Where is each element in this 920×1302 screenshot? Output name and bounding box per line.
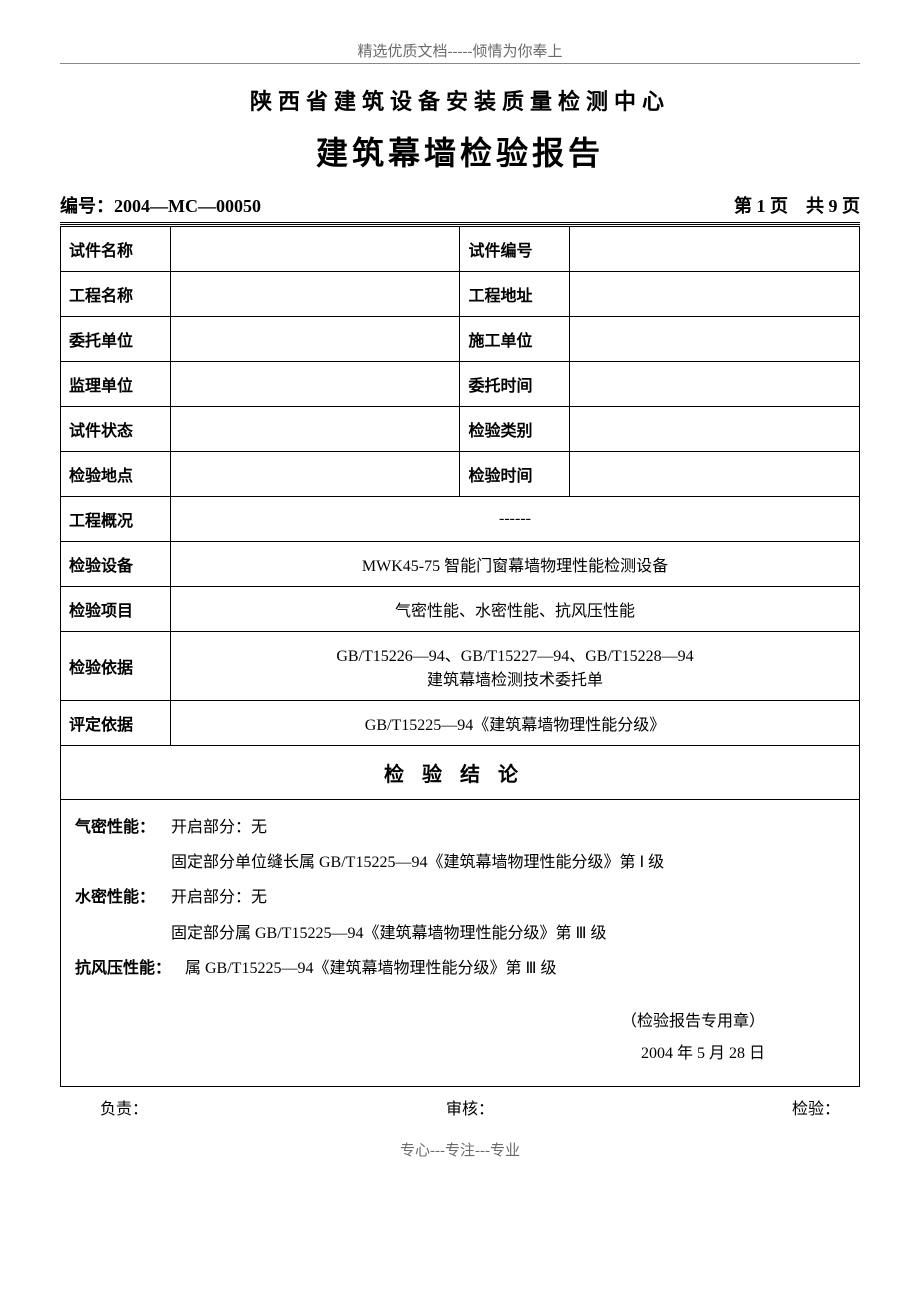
value-project-addr [570, 272, 860, 317]
page-info: 第 1 页 共 9 页 [734, 192, 860, 218]
stamp-area: （检验报告专用章） 2004 年 5 月 28 日 [75, 1006, 845, 1070]
watermark-header: 精选优质文档-----倾情为你奉上 [60, 40, 860, 61]
serial-number: 编号：2004—MC—00050 [60, 192, 261, 218]
wind-line1: 属 GB/T15225—94《建筑幕墙物理性能分级》第 Ⅲ 级 [185, 951, 556, 986]
table-row: 检验地点 检验时间 [61, 452, 860, 497]
label-eval-basis: 评定依据 [61, 701, 171, 746]
conclusion-air-row1: 气密性能： 开启部分：无 [75, 810, 845, 845]
air-line1: 开启部分：无 [171, 810, 267, 845]
stamp-text: （检验报告专用章） [75, 1006, 765, 1038]
report-title: 建筑幕墙检验报告 [60, 128, 860, 174]
value-test-basis: GB/T15226—94、GB/T15227—94、GB/T15228—94 建… [171, 632, 860, 701]
conclusion-title: 检验结论 [61, 746, 859, 799]
label-project-overview: 工程概况 [61, 497, 171, 542]
value-commission-time [570, 362, 860, 407]
value-specimen-no [570, 227, 860, 272]
table-row: 工程名称 工程地址 [61, 272, 860, 317]
report-date: 2004 年 5 月 28 日 [75, 1038, 765, 1070]
label-test-time: 检验时间 [460, 452, 570, 497]
table-row: 检验项目 气密性能、水密性能、抗风压性能 [61, 587, 860, 632]
header-divider [60, 63, 860, 64]
sig-responsible: 负责： [100, 1095, 148, 1119]
table-row: 试件名称 试件编号 [61, 227, 860, 272]
table-row: 试件状态 检验类别 [61, 407, 860, 452]
report-table: 试件名称 试件编号 工程名称 工程地址 委托单位 施工单位 监理单位 委托时间 … [60, 226, 860, 1087]
report-meta: 编号：2004—MC—00050 第 1 页 共 9 页 [60, 192, 860, 218]
sig-review: 审核： [446, 1095, 494, 1119]
table-row: 工程概况 ------ [61, 497, 860, 542]
label-commission-time: 委托时间 [460, 362, 570, 407]
table-row: 检验设备 MWK45-75 智能门窗幕墙物理性能检测设备 [61, 542, 860, 587]
footer-watermark: 专心---专注---专业 [60, 1139, 860, 1160]
value-test-location [171, 452, 460, 497]
table-row: 检验依据 GB/T15226—94、GB/T15227—94、GB/T15228… [61, 632, 860, 701]
label-specimen-no: 试件编号 [460, 227, 570, 272]
test-basis-line2: 建筑幕墙检测技术委托单 [179, 666, 851, 690]
label-project-addr: 工程地址 [460, 272, 570, 317]
sig-inspector: 检验： [792, 1095, 840, 1119]
value-equipment: MWK45-75 智能门窗幕墙物理性能检测设备 [171, 542, 860, 587]
signatures-row: 负责： 审核： 检验： [60, 1087, 860, 1119]
label-equipment: 检验设备 [61, 542, 171, 587]
label-test-location: 检验地点 [61, 452, 171, 497]
value-specimen-state [171, 407, 460, 452]
label-test-category: 检验类别 [460, 407, 570, 452]
air-line2: 固定部分单位缝长属 GB/T15225—94《建筑幕墙物理性能分级》第 Ⅰ 级 [75, 845, 845, 880]
label-test-items: 检验项目 [61, 587, 171, 632]
conclusion-water-row1: 水密性能： 开启部分：无 [75, 880, 845, 915]
label-test-basis: 检验依据 [61, 632, 171, 701]
serial-label: 编号： [60, 196, 114, 216]
value-project-name [171, 272, 460, 317]
conclusion-body: 气密性能： 开启部分：无 固定部分单位缝长属 GB/T15225—94《建筑幕墙… [61, 800, 859, 1086]
label-client: 委托单位 [61, 317, 171, 362]
organization-title: 陕西省建筑设备安装质量检测中心 [60, 84, 860, 116]
label-project-name: 工程名称 [61, 272, 171, 317]
value-specimen-name [171, 227, 460, 272]
value-project-overview: ------ [171, 497, 860, 542]
value-test-time [570, 452, 860, 497]
water-label: 水密性能： [75, 880, 171, 915]
label-specimen-name: 试件名称 [61, 227, 171, 272]
wind-label: 抗风压性能： [75, 951, 185, 986]
value-eval-basis: GB/T15225—94《建筑幕墙物理性能分级》 [171, 701, 860, 746]
value-supervisor [171, 362, 460, 407]
water-line1: 开启部分：无 [171, 880, 267, 915]
value-constructor [570, 317, 860, 362]
label-specimen-state: 试件状态 [61, 407, 171, 452]
conclusion-wind-row: 抗风压性能： 属 GB/T15225—94《建筑幕墙物理性能分级》第 Ⅲ 级 [75, 951, 845, 986]
table-row: 评定依据 GB/T15225—94《建筑幕墙物理性能分级》 [61, 701, 860, 746]
table-row: 委托单位 施工单位 [61, 317, 860, 362]
label-supervisor: 监理单位 [61, 362, 171, 407]
conclusion-body-row: 气密性能： 开启部分：无 固定部分单位缝长属 GB/T15225—94《建筑幕墙… [61, 800, 860, 1087]
label-constructor: 施工单位 [460, 317, 570, 362]
test-basis-line1: GB/T15226—94、GB/T15227—94、GB/T15228—94 [179, 642, 851, 666]
conclusion-title-row: 检验结论 [61, 746, 860, 800]
value-test-items: 气密性能、水密性能、抗风压性能 [171, 587, 860, 632]
air-label: 气密性能： [75, 810, 171, 845]
serial-value: 2004—MC—00050 [114, 196, 261, 216]
value-test-category [570, 407, 860, 452]
table-row: 监理单位 委托时间 [61, 362, 860, 407]
value-client [171, 317, 460, 362]
water-line2: 固定部分属 GB/T15225—94《建筑幕墙物理性能分级》第 Ⅲ 级 [75, 916, 845, 951]
